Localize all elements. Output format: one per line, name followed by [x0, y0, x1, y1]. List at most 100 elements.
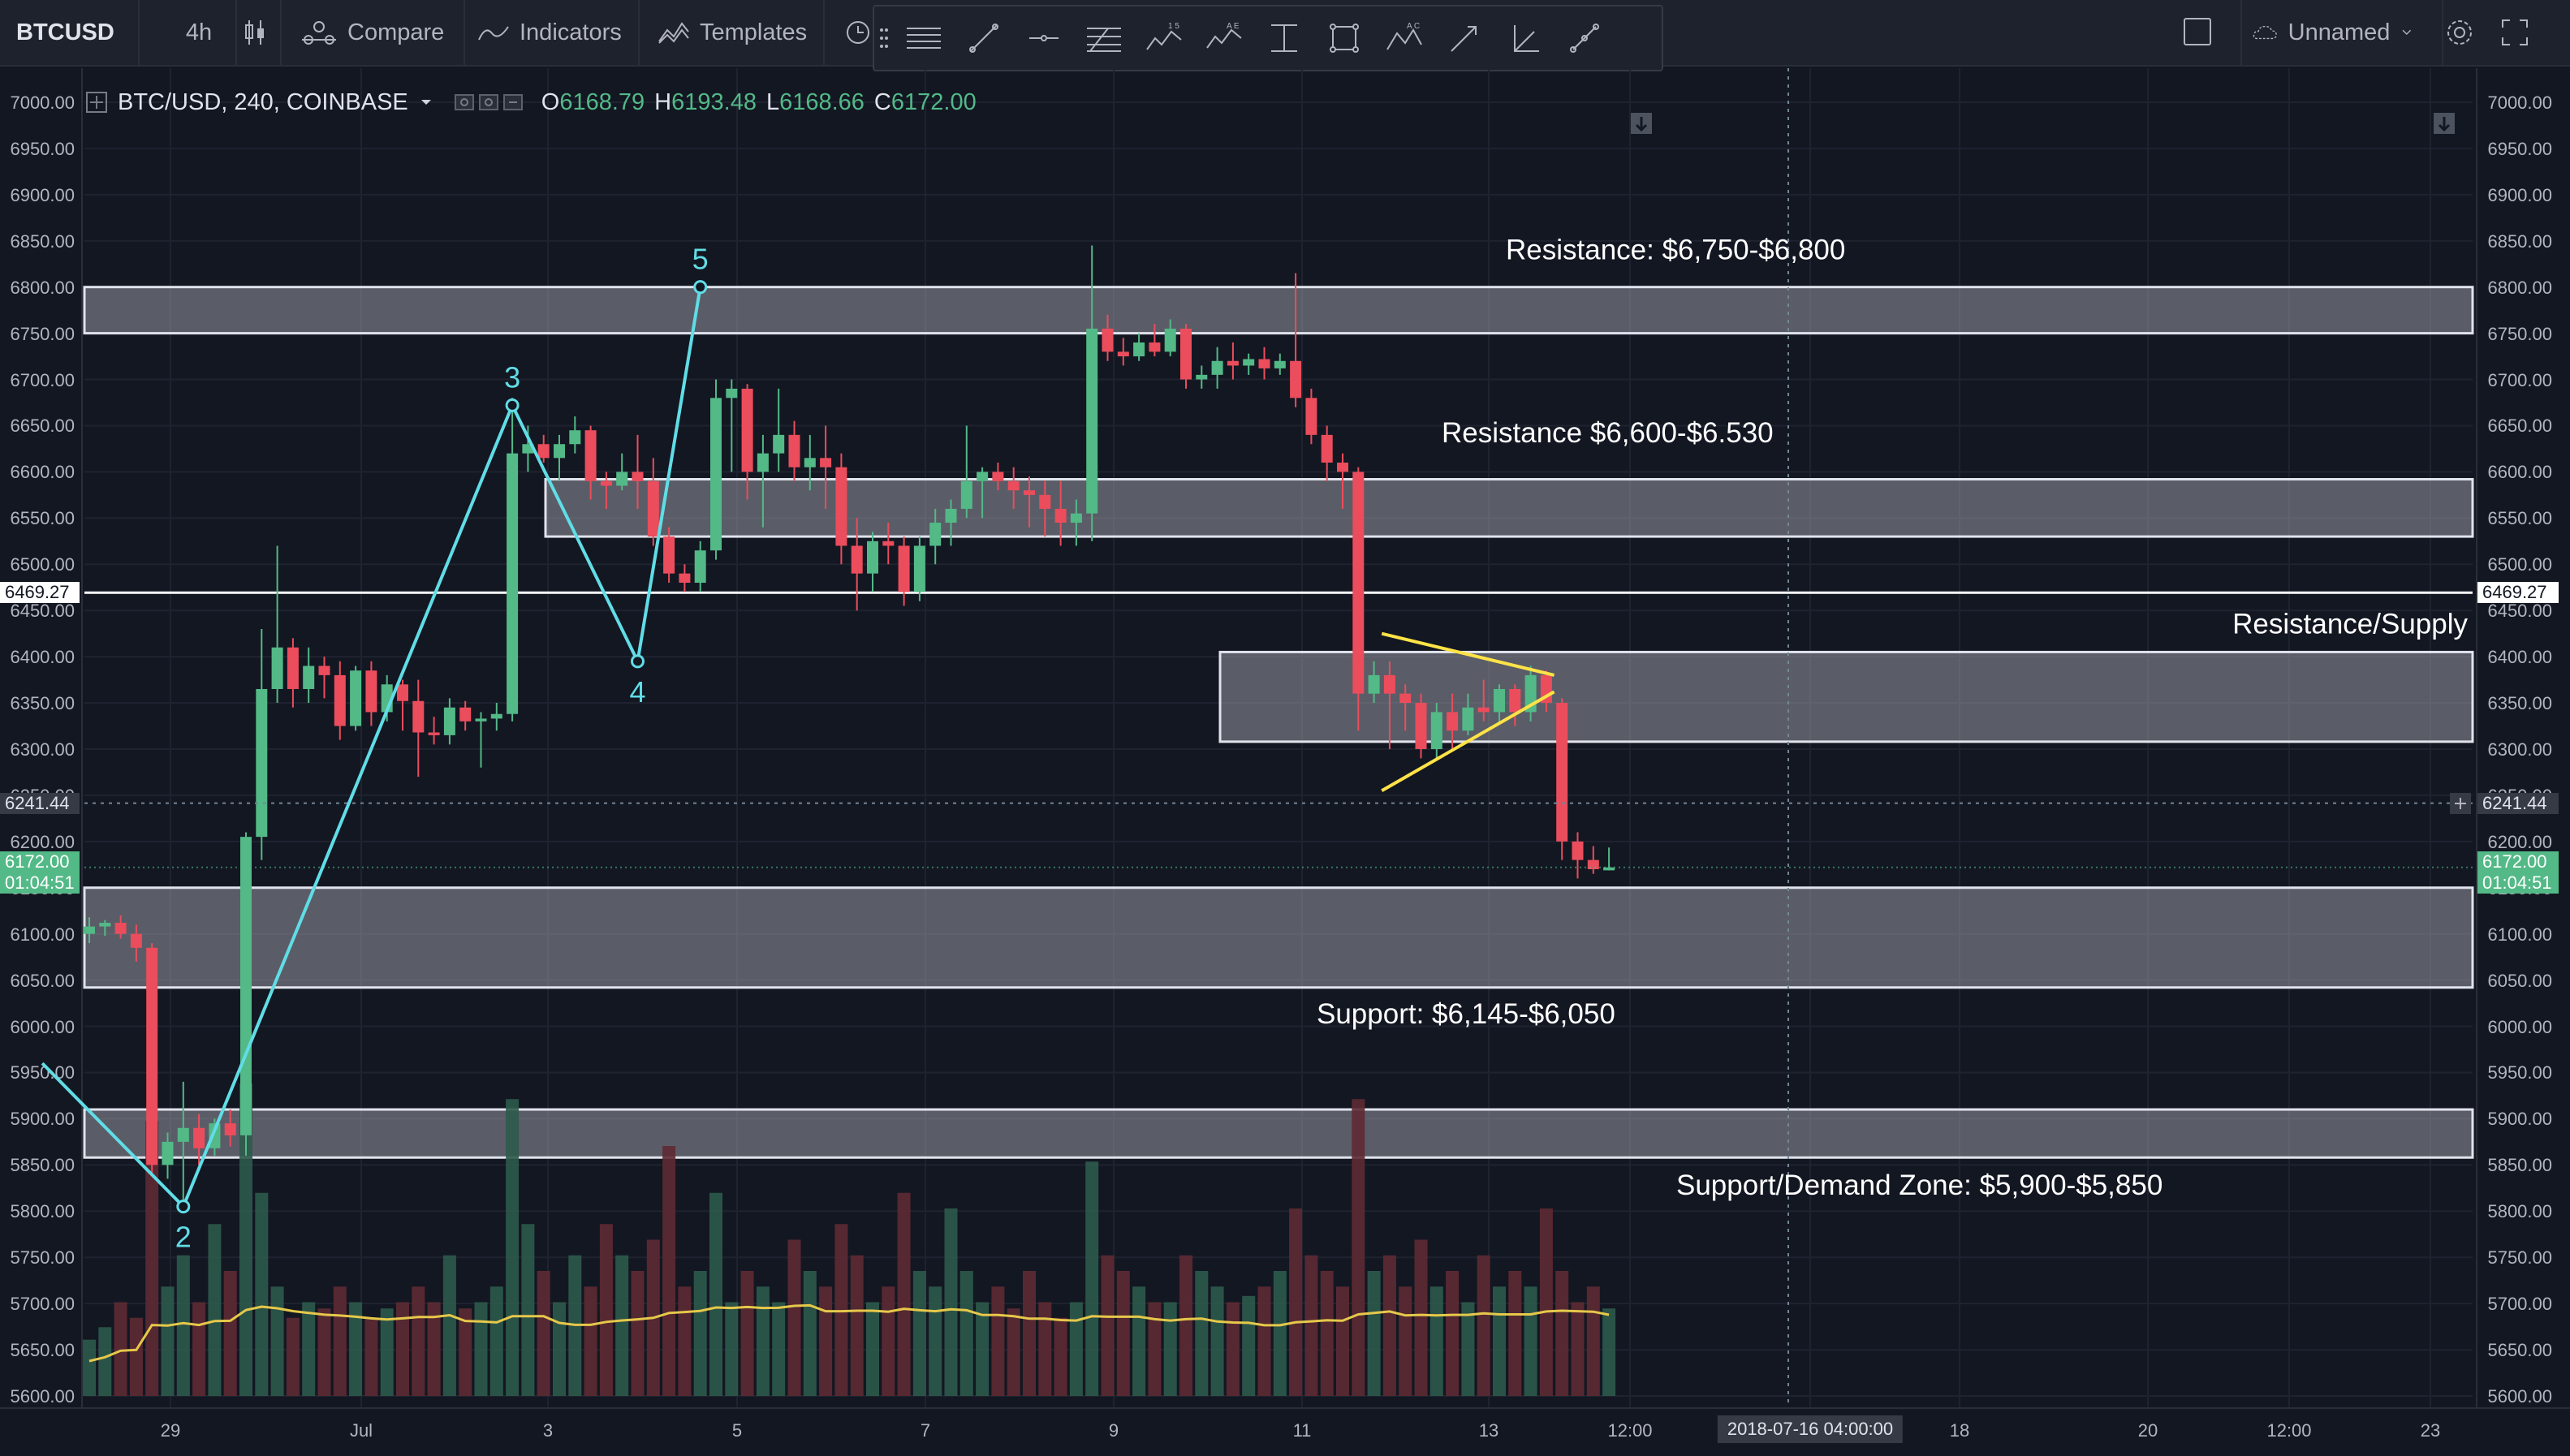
layout-name-button[interactable]: Unnamed: [2240, 0, 2443, 65]
resistance-zone-top[interactable]: [83, 286, 2474, 335]
candle: [773, 388, 785, 472]
price-tick: 6400.00: [2487, 647, 2552, 668]
volume-bar: [1446, 1271, 1460, 1396]
time-axis[interactable]: 29 Jul 3 5 7 9 11 13 12:00 18 20 12:00 2…: [0, 1407, 2570, 1456]
candle: [1039, 480, 1051, 537]
chevron-down-icon[interactable]: [420, 97, 433, 107]
wave-ae-icon: A E: [1206, 22, 1242, 49]
settings-button[interactable]: [2443, 0, 2486, 65]
alert-clock-button[interactable]: [844, 0, 882, 65]
scroll-to-realtime-icon[interactable]: [1630, 112, 1653, 135]
candle-body: [647, 480, 659, 537]
trend-line-tool[interactable]: [954, 8, 1014, 68]
gear-icon: [2447, 20, 2472, 45]
resistance-zone-mid[interactable]: [544, 478, 2474, 538]
price-axis-right[interactable]: 5600.00 5650.00 5700.00 5750.00 5800.00 5850.…: [2476, 68, 2559, 1407]
level-price-label: 6469.27: [0, 582, 80, 604]
triangle-upper-line[interactable]: [1381, 631, 1555, 677]
candles-layer: [84, 245, 1615, 1207]
candle-body: [1070, 513, 1082, 523]
annotation-support[interactable]: Support: $6,145-$6,050: [1317, 998, 1615, 1030]
wave-ae-tool[interactable]: A E: [1194, 8, 1254, 68]
fib-tool[interactable]: [1074, 8, 1134, 68]
settings-small-icon[interactable]: [454, 92, 475, 113]
candle-body: [1430, 712, 1442, 749]
candle-body: [475, 718, 487, 722]
annotation-demand-zone[interactable]: Support/Demand Zone: $5,900-$5,850: [1676, 1170, 2163, 1201]
candle: [365, 661, 377, 726]
indicators-button[interactable]: Indicators: [477, 0, 640, 65]
volume-moving-average-line: [88, 1303, 1610, 1363]
price-tick: 6700.00: [2487, 369, 2552, 390]
candle-style-button[interactable]: [239, 0, 282, 65]
ruler-tool[interactable]: [1555, 8, 1615, 68]
price-tick: 5850.00: [2487, 1155, 2552, 1176]
price-tick: 6950.00: [10, 138, 75, 159]
volume-bar: [1524, 1286, 1537, 1396]
annotation-resistance-supply[interactable]: Resistance/Supply: [2232, 609, 2468, 640]
close-value: 6172.00: [890, 88, 977, 115]
volume-bar: [1023, 1271, 1036, 1396]
horizontal-ray-tool[interactable]: [1014, 8, 1074, 68]
price-range-tool[interactable]: [1254, 8, 1314, 68]
volume-bar: [176, 1255, 190, 1396]
candle-body: [1149, 342, 1161, 352]
horizontal-lines-tool[interactable]: [894, 8, 954, 68]
candle-body: [84, 926, 95, 934]
add-alert-plus-icon[interactable]: [2449, 792, 2472, 815]
candle: [1383, 661, 1395, 749]
candle: [1086, 245, 1098, 541]
triangle-lower-line[interactable]: [1381, 690, 1555, 792]
candle: [522, 425, 534, 472]
annotation-resistance-top[interactable]: Resistance: $6,750-$6,800: [1506, 235, 1845, 266]
volume-bar: [239, 1083, 252, 1396]
fullscreen-button[interactable]: [2500, 0, 2539, 65]
candle-body: [162, 1141, 174, 1165]
price-tick: 5700.00: [10, 1294, 75, 1315]
wave-ac-tool[interactable]: A C: [1374, 8, 1434, 68]
hide-icon[interactable]: [478, 92, 499, 113]
resistance-supply-zone[interactable]: [1218, 650, 2474, 743]
volume-bar: [959, 1271, 973, 1396]
candle: [1447, 693, 1459, 749]
candle: [240, 832, 252, 1156]
timeframe-button[interactable]: 4h: [162, 0, 237, 65]
candle-body: [1290, 360, 1302, 398]
annotation-resistance-mid[interactable]: Resistance $6,600-$6.530: [1442, 417, 1774, 449]
remove-icon[interactable]: [502, 92, 524, 113]
volume-bar: [756, 1286, 770, 1396]
candle: [177, 1081, 189, 1207]
candle: [663, 527, 675, 584]
legend-symbol-title[interactable]: BTC/USD, 240, COINBASE: [118, 88, 408, 115]
wave-15-tool[interactable]: 1 5: [1134, 8, 1194, 68]
compare-button[interactable]: Compare: [300, 0, 466, 65]
price-tick: 5950.00: [2487, 1062, 2552, 1083]
candle-body: [1086, 328, 1098, 514]
layout-icon[interactable]: [2184, 18, 2211, 45]
candle-body: [1007, 480, 1020, 491]
symbol-search-button[interactable]: BTCUSD: [0, 0, 140, 65]
candle: [1399, 684, 1412, 731]
rectangle-tool[interactable]: [1314, 8, 1374, 68]
price-tick: 6800.00: [10, 277, 75, 298]
price-tick: 6100.00: [2487, 924, 2552, 945]
grip-icon[interactable]: [874, 8, 894, 68]
volume-bar: [584, 1286, 597, 1396]
volume-bar: [803, 1271, 817, 1396]
support-zone[interactable]: [83, 886, 2474, 989]
collapse-legend-icon[interactable]: [85, 91, 108, 114]
demand-zone[interactable]: [83, 1108, 2474, 1159]
volume-bar: [1461, 1302, 1475, 1396]
candle-body: [146, 947, 158, 1165]
volume-bar: [442, 1255, 456, 1396]
candle: [584, 425, 597, 500]
templates-button[interactable]: Templates: [658, 0, 826, 65]
candle: [146, 943, 158, 1174]
low-label: L: [765, 88, 780, 115]
scale-lock-icon[interactable]: [2433, 112, 2456, 135]
candle-body: [1164, 328, 1176, 352]
volume-bar: [662, 1146, 676, 1396]
angle-tool[interactable]: [1494, 8, 1555, 68]
arrow-tool[interactable]: [1434, 8, 1494, 68]
